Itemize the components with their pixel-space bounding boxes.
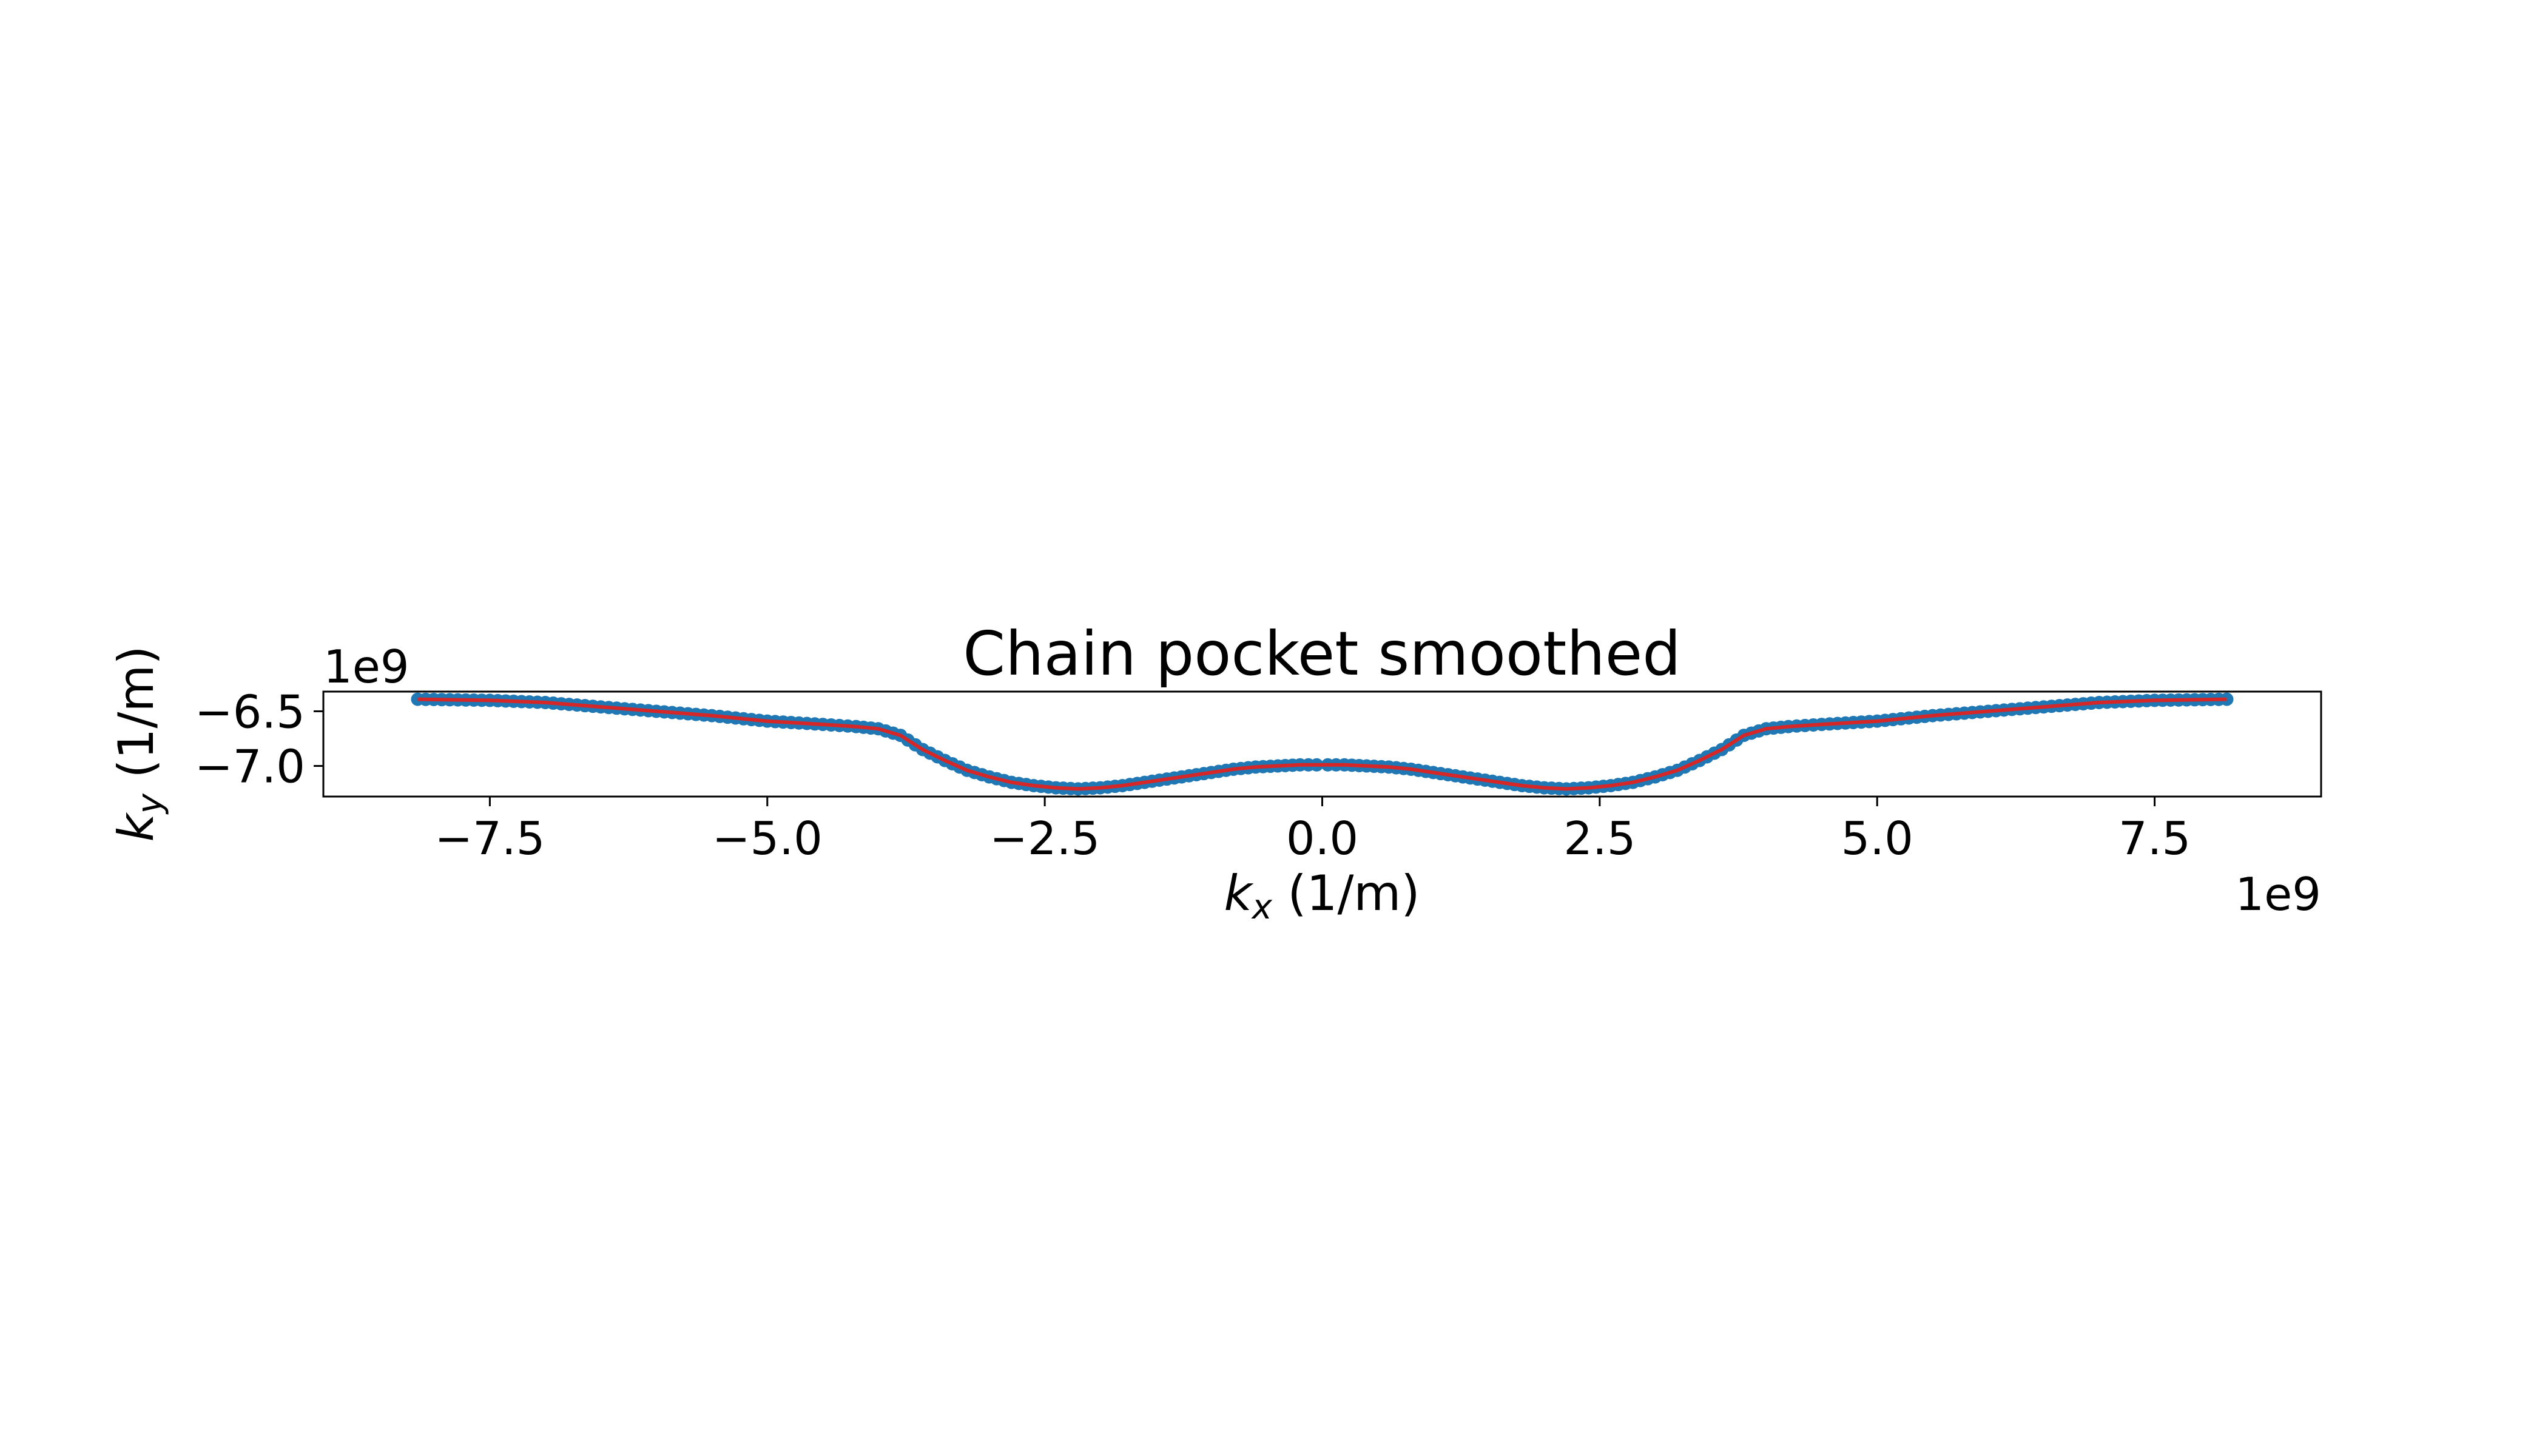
x-offset-label: 1e9 [2235, 868, 2321, 921]
x-axis-ticks: −7.5 −5.0 −2.5 0.0 2.5 5.0 7.5 [434, 797, 2191, 865]
x-tick-label: 0.0 [1286, 812, 1358, 865]
plot-area [322, 690, 2322, 798]
x-axis-label: kx (1/m) [1224, 865, 1420, 927]
x-tick-label: 5.0 [1841, 812, 1913, 865]
y-axis-label: ky (1/m) [108, 645, 170, 841]
x-tick-label: −2.5 [989, 812, 1100, 865]
y-axis-ticks: −6.5−7.0 [195, 685, 323, 794]
x-tick-label: 7.5 [2118, 812, 2191, 865]
chart-title: Chain pocket smoothed [963, 618, 1680, 689]
smoothed-line [417, 697, 2227, 791]
x-axis-label-symbol: k [1224, 865, 1253, 922]
x-tick-label: 2.5 [1563, 812, 1636, 865]
x-tick-label: −5.0 [712, 812, 823, 865]
y-axis-label-units: (1/m) [108, 645, 164, 794]
y-tick-label: −7.0 [195, 740, 305, 794]
x-tick-label: −7.5 [434, 812, 545, 865]
y-tick-label: −6.5 [195, 685, 305, 738]
y-axis-label-subscript: y [130, 793, 170, 815]
y-offset-label: 1e9 [323, 640, 410, 693]
y-axis-label-symbol: k [108, 812, 164, 842]
x-axis-label-units: (1/m) [1272, 865, 1420, 922]
x-axis-label-subscript: x [1251, 888, 1273, 927]
